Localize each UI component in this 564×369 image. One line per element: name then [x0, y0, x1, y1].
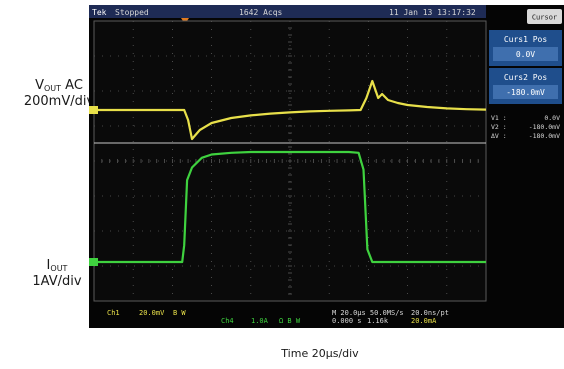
graticule — [93, 20, 487, 302]
readout-label: V1 : — [491, 114, 507, 122]
channel-markers — [89, 106, 98, 266]
ch4-scale: 1.0A — [251, 317, 269, 325]
iout-label-sub: OUT — [50, 264, 68, 273]
curs1-title: Curs1 Pos — [504, 35, 548, 44]
readout-value: -180.0mV — [529, 123, 560, 131]
readout-value: 0.0V — [544, 114, 560, 122]
cursor-panel: Cursor Curs1 Pos 0.0V Curs2 Pos -180.0mV… — [489, 9, 562, 140]
ch4-label: Ch4 — [221, 317, 234, 325]
vout-label-suffix: AC — [61, 78, 83, 93]
oscilloscope-screen: Tek Stopped 1642 Acqs 11 Jan 13 13:17:32… — [89, 5, 564, 328]
ch4-bandwidth: Ω B W — [279, 317, 301, 325]
readout-value: -180.0mV — [529, 132, 560, 140]
vout-label-main: V — [35, 78, 44, 93]
iout-scale-label: 1AV/div — [32, 274, 82, 290]
curs1-value: 0.0V — [516, 50, 535, 59]
cursor-menu-button[interactable] — [527, 9, 562, 24]
date-time: 11 Jan 13 13:17:32 — [389, 8, 476, 17]
ch1-label: Ch1 — [107, 309, 120, 317]
cursor-readout: V1 : 0.0V V2 : -180.0mV ΔV : -180.0mV — [491, 114, 560, 140]
position2-readout: 1.16k — [367, 317, 389, 325]
position-readout: 0.000 s — [332, 317, 362, 325]
curs2-value-box — [493, 85, 558, 99]
ch1-bandwidth: B W — [173, 309, 186, 317]
acq-state: Stopped — [115, 8, 149, 17]
vout-label-sub: OUT — [43, 84, 62, 93]
curs2-value: -180.0mV — [506, 88, 545, 97]
ch4-current-trace — [94, 150, 486, 264]
time-axis-label: Time 20μs/div — [281, 347, 359, 360]
cursor-menu-label: Cursor — [532, 14, 557, 22]
readout-label: V2 : — [491, 123, 507, 131]
header-bar — [89, 5, 486, 18]
trigger-level-readout: 20.0mA — [411, 317, 437, 325]
brand-logo: Tek — [92, 8, 107, 17]
ch4-ground-marker — [89, 258, 98, 266]
record-readout: 20.0ns/pt — [411, 309, 449, 317]
iout-label-main: I — [46, 258, 51, 273]
acq-count: 1642 Acqs — [239, 8, 283, 17]
traces — [94, 79, 487, 264]
iout-axis-label: IOUT 1AV/div — [22, 258, 92, 291]
curs1-value-box — [493, 47, 558, 61]
vout-scale-label: 200mV/div — [23, 94, 95, 110]
timebase-readout: M 20.0μs 50.0MS/s — [332, 309, 404, 317]
status-bar: Ch1 20.0mV B W Ch4 1.0A Ω B W M 20.0μs 5… — [107, 309, 449, 325]
readout-label: ΔV : — [491, 132, 507, 140]
ch1-voltage-trace — [94, 79, 487, 141]
vout-axis-label: VOUT AC 200mV/div — [18, 78, 100, 111]
curs2-title: Curs2 Pos — [504, 73, 548, 82]
ch1-scale: 20.0mV — [139, 309, 165, 317]
ch1-ground-marker — [89, 106, 98, 114]
